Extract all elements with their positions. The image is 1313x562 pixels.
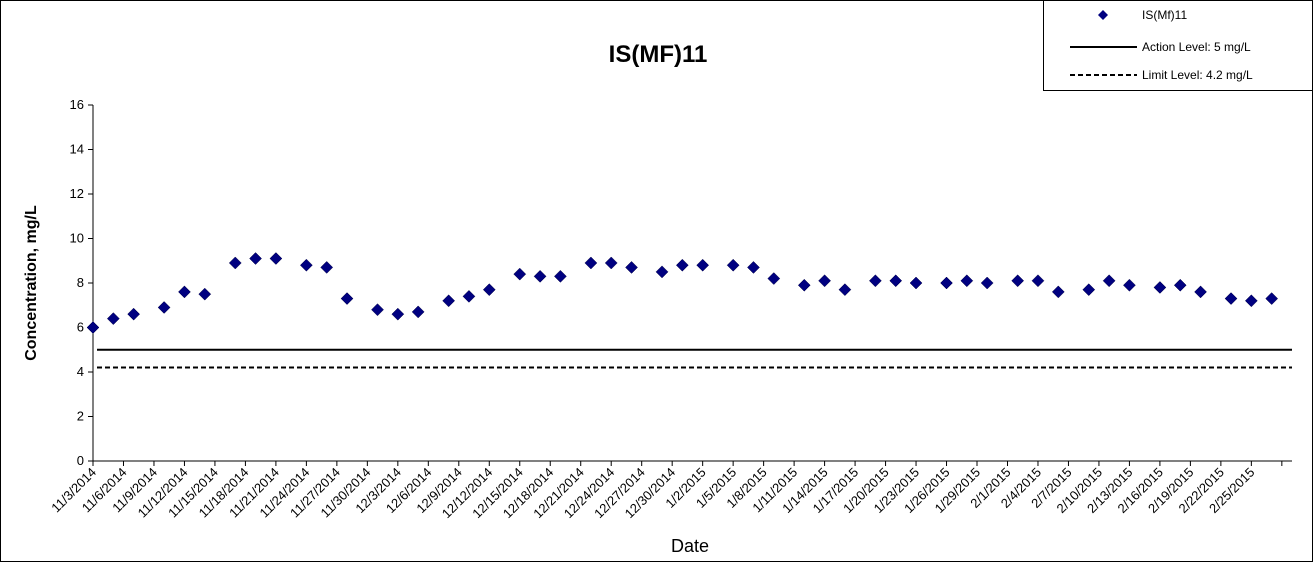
data-point	[747, 261, 760, 274]
data-point	[1173, 278, 1187, 292]
data-point	[513, 267, 527, 281]
y-tick-label: 4	[77, 364, 84, 379]
data-point	[533, 269, 547, 283]
data-point	[1031, 274, 1045, 288]
data-point	[625, 261, 638, 274]
data-point	[1082, 283, 1096, 297]
data-point	[482, 283, 496, 297]
data-point	[1123, 278, 1136, 292]
data-point	[1011, 274, 1025, 288]
data-point	[604, 256, 618, 270]
data-point	[1265, 292, 1279, 305]
data-points	[86, 252, 1279, 334]
data-point	[198, 287, 212, 301]
data-point	[767, 272, 781, 285]
data-point	[675, 258, 689, 272]
data-point	[86, 321, 100, 334]
y-tick-label: 14	[70, 142, 84, 157]
data-point	[889, 274, 903, 288]
reference-lines	[97, 348, 1292, 369]
data-point	[462, 289, 476, 303]
data-point	[960, 274, 974, 288]
data-point	[1245, 294, 1258, 308]
y-tick-label: 8	[77, 275, 84, 290]
data-point	[1224, 292, 1238, 305]
data-point	[442, 294, 455, 308]
data-point	[127, 307, 140, 321]
y-tick-label: 12	[70, 186, 84, 201]
data-point	[300, 258, 313, 272]
data-point	[269, 252, 283, 265]
data-point	[655, 265, 669, 279]
legend-label: Limit Level: 4.2 mg/L	[1142, 68, 1253, 82]
y-tick-label: 16	[70, 97, 84, 112]
y-tick-label: 10	[70, 231, 84, 246]
data-point	[320, 261, 334, 274]
data-point	[726, 258, 740, 272]
data-point	[411, 305, 425, 319]
data-point	[838, 283, 852, 297]
data-point	[909, 276, 923, 290]
y-tick-label: 6	[77, 320, 84, 335]
data-point	[818, 274, 831, 288]
data-point	[554, 269, 567, 283]
data-point	[106, 312, 120, 325]
y-tick-label: 0	[77, 453, 84, 468]
data-point	[371, 303, 384, 317]
y-axis-label: Concentration, mg/L	[23, 205, 40, 361]
data-point	[1102, 274, 1116, 288]
data-point	[584, 256, 598, 270]
legend-label: IS(Mf)11	[1142, 8, 1187, 22]
legend-marker-diamond	[1098, 10, 1108, 20]
data-point	[340, 292, 354, 305]
data-point	[869, 274, 882, 288]
data-point	[228, 256, 242, 270]
data-point	[391, 307, 405, 321]
data-point	[1153, 281, 1167, 294]
chart-title: IS(MF)11	[609, 41, 708, 68]
data-point	[696, 258, 710, 272]
data-point	[980, 276, 994, 290]
data-point	[1194, 285, 1207, 299]
legend-items: IS(Mf)11 Action Level: 5 mg/L Limit Level:…	[1070, 8, 1253, 82]
legend-label: Action Level: 5 mg/L	[1142, 40, 1251, 54]
data-point	[797, 278, 811, 292]
data-point	[1051, 285, 1065, 299]
data-point	[940, 276, 953, 290]
y-tick-label: 2	[77, 409, 84, 424]
legend: IS(Mf)11 Action Level: 5 mg/L Limit Level:…	[1043, 0, 1313, 91]
data-point	[249, 252, 262, 265]
x-axis-label: Date	[671, 536, 709, 556]
data-point	[157, 301, 171, 314]
data-point	[178, 285, 191, 299]
